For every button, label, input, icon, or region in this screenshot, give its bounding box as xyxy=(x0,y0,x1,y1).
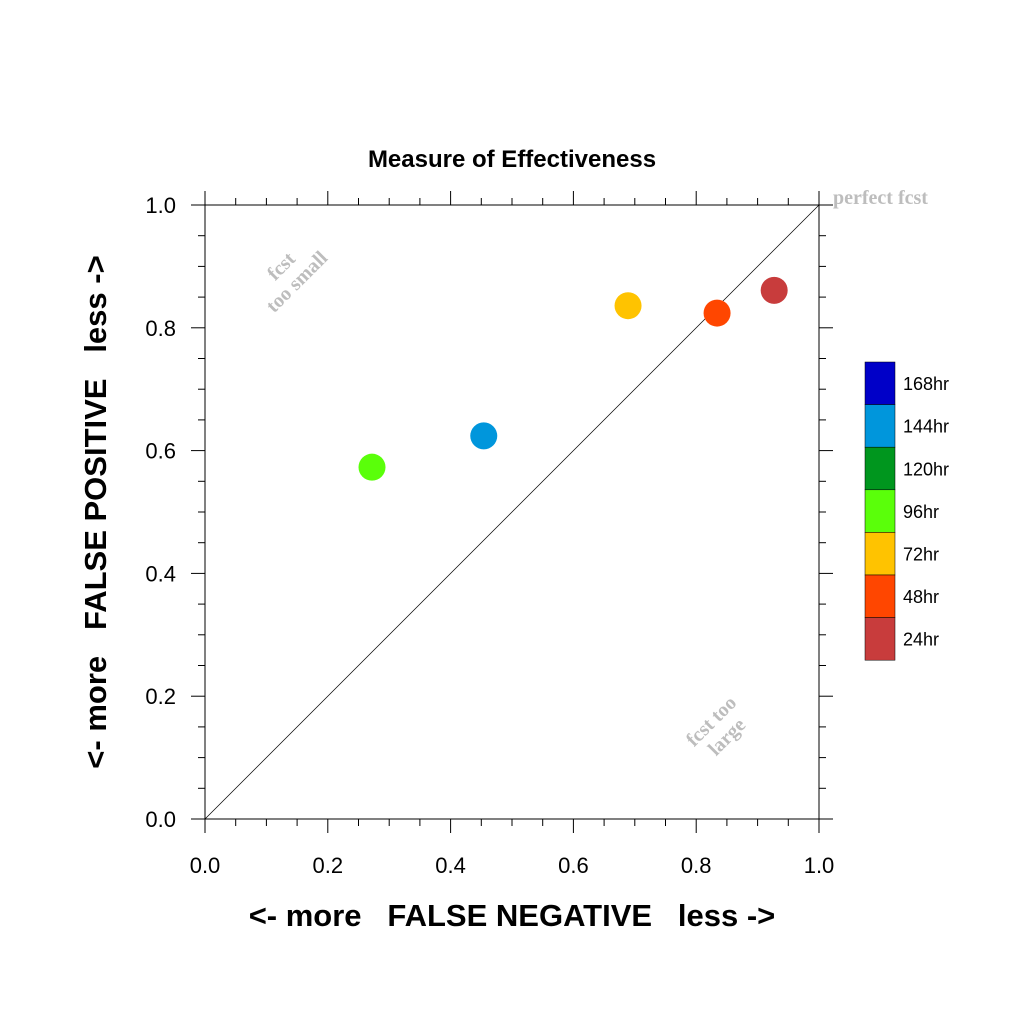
legend: 168hr 144hr 120hr 96hr 72hr 48hr 24hr xyxy=(864,361,949,661)
data-point-72hr xyxy=(614,292,642,320)
legend-label-168hr: 168hr xyxy=(903,374,949,394)
legend-label-96hr: 96hr xyxy=(903,502,939,522)
legend-label-144hr: 144hr xyxy=(903,417,949,437)
plot-axes: 0.0 0.2 0.4 0.6 0.8 1.0 0.0 0.2 0.4 0.6 0.8 1.0 xyxy=(145,191,834,878)
legend-label-72hr: 72hr xyxy=(903,544,939,564)
legend-swatch-72hr xyxy=(864,532,896,576)
legend-swatch-144hr xyxy=(864,404,896,448)
x-tick-label: 0.6 xyxy=(558,853,589,878)
legend-swatch-24hr xyxy=(864,617,896,661)
chart-title: Measure of Effectiveness xyxy=(368,146,656,173)
y-tick-label: 0.4 xyxy=(145,561,176,586)
y-tick-label: 0.8 xyxy=(145,316,176,341)
legend-swatch-168hr xyxy=(864,361,896,405)
y-tick-label: 0.0 xyxy=(145,807,176,832)
legend-label-48hr: 48hr xyxy=(903,587,939,607)
x-tick-label: 0.0 xyxy=(190,853,221,878)
legend-label-24hr: 24hr xyxy=(903,630,939,650)
legend-swatch-48hr xyxy=(864,574,896,618)
y-tick-label: 0.2 xyxy=(145,684,176,709)
legend-label-120hr: 120hr xyxy=(903,459,949,479)
data-points xyxy=(358,276,788,481)
x-tick-label: 0.2 xyxy=(313,853,344,878)
x-tick-label: 0.4 xyxy=(435,853,466,878)
x-axis-label: <- more FALSE NEGATIVE less -> xyxy=(249,898,776,933)
y-axis-label: <- more FALSE POSITIVE less -> xyxy=(78,255,113,768)
y-tick-label: 1.0 xyxy=(145,193,176,218)
data-point-48hr xyxy=(703,299,731,327)
data-point-96hr xyxy=(358,453,386,481)
legend-swatch-96hr xyxy=(864,489,896,533)
too-small-line-2: too small xyxy=(262,247,332,317)
x-tick-label: 0.8 xyxy=(681,853,712,878)
x-tick-label: 1.0 xyxy=(804,853,835,878)
legend-swatch-120hr xyxy=(864,446,896,491)
data-point-144hr xyxy=(470,422,498,450)
data-point-24hr xyxy=(760,276,788,304)
y-tick-label: 0.6 xyxy=(145,439,176,464)
perfect-fcst-annotation: perfect fcst xyxy=(833,187,928,209)
